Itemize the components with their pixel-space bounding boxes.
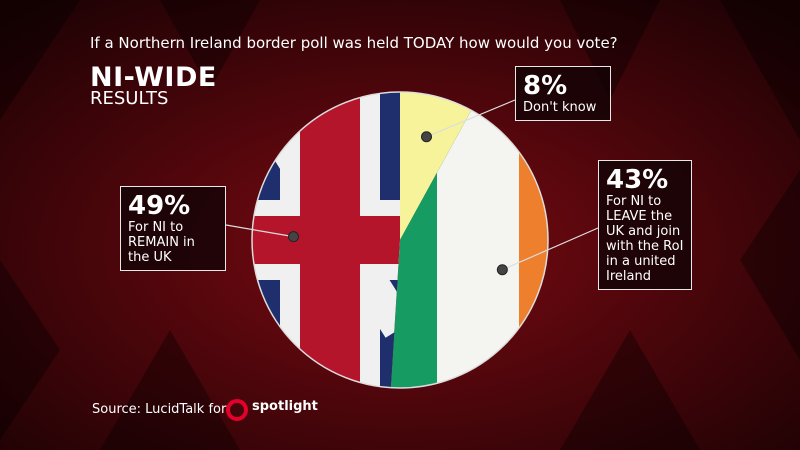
leader-line: [426, 99, 516, 138]
leader-dot: [496, 264, 508, 276]
heading: NI-WIDE: [90, 62, 217, 93]
label-box: 49% For NI to REMAIN in the UK: [120, 186, 226, 271]
flag-stripe: [437, 110, 519, 388]
category-label: For NI to REMAIN in the UK: [128, 220, 195, 265]
leaders: [225, 99, 599, 276]
pie: [251, 91, 549, 389]
subheading: RESULTS: [90, 88, 169, 109]
category-label: Don't know: [523, 100, 597, 115]
question: If a Northern Ireland border poll was he…: [90, 34, 618, 52]
source: Source: LucidTalk for: [92, 402, 227, 417]
logo: spotlight: [252, 399, 318, 414]
pie-outline: [251, 91, 549, 389]
value-label: 43%: [606, 165, 669, 195]
leader-line: [225, 224, 294, 238]
value-label: 8%: [523, 71, 568, 101]
category-label: For NI to LEAVE the UK and join with the…: [606, 194, 684, 284]
label-box: 8% Don't know: [515, 66, 611, 121]
value-label: 49%: [128, 191, 191, 221]
label-box: 43% For NI to LEAVE the UK and join with …: [598, 160, 692, 290]
leader-line: [502, 227, 599, 271]
pie-slice: [400, 92, 472, 240]
flag-cross: [300, 92, 360, 388]
leader-dot: [287, 231, 299, 243]
logo-icon: [226, 399, 248, 421]
leader-dot: [421, 131, 433, 143]
